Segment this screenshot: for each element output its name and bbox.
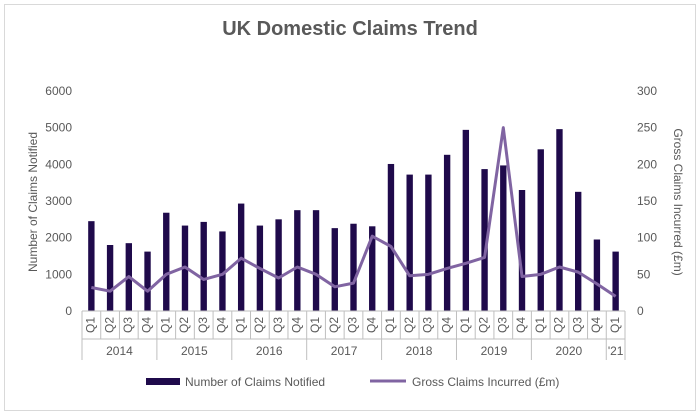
bar xyxy=(369,226,376,311)
y-right-tick-label: 100 xyxy=(637,231,657,245)
year-label: '21 xyxy=(608,344,624,358)
bar xyxy=(275,219,282,311)
x-tick-label: Q1 xyxy=(308,317,322,333)
x-tick-label: Q3 xyxy=(196,317,210,333)
bar xyxy=(425,174,432,311)
y-left-tick-label: 4000 xyxy=(45,157,72,171)
x-tick-label: Q4 xyxy=(215,317,229,333)
x-tick-label: Q1 xyxy=(458,317,472,333)
x-tick-label: Q4 xyxy=(589,317,603,333)
year-label: 2019 xyxy=(481,344,508,358)
bar xyxy=(462,129,470,311)
x-tick-label: Q1 xyxy=(533,317,547,333)
y-left-tick-label: 2000 xyxy=(45,231,72,245)
x-tick-label: Q1 xyxy=(233,317,247,333)
bar xyxy=(443,154,451,311)
x-tick-label: Q2 xyxy=(252,317,266,333)
axes xyxy=(81,310,626,360)
tick-labels: Q1 Q2 Q3 Q4 Q1 Q2 Q3 Q4 Q1 Q2 Q3 Q4 Q1 Q2 Q3 Q4 Q1 Q2 Q3 Q4… xyxy=(45,84,657,358)
x-tick-label: Q2 xyxy=(402,317,416,333)
y-left-tick-label: 3000 xyxy=(45,194,72,208)
y-right-tick-label: 200 xyxy=(637,157,657,171)
legend-swatch-bar xyxy=(146,378,180,385)
y-axis-left-title: Number of Claims Notified xyxy=(26,132,40,272)
bar-series xyxy=(88,129,619,311)
y-left-tick-label: 0 xyxy=(65,304,72,318)
x-tick-label: Q2 xyxy=(552,317,566,333)
x-tick-label: Q2 xyxy=(177,317,191,333)
bar xyxy=(556,129,563,311)
bar xyxy=(88,221,95,311)
bar xyxy=(481,169,488,311)
year-label: 2020 xyxy=(555,344,582,358)
bar xyxy=(406,174,413,311)
year-label: 2014 xyxy=(106,344,133,358)
bar xyxy=(593,239,601,311)
bar xyxy=(500,165,507,311)
x-tick-label: Q1 xyxy=(608,317,622,333)
bar xyxy=(200,221,207,311)
bar xyxy=(219,231,226,311)
x-tick-label: Q3 xyxy=(421,317,435,333)
bar xyxy=(294,210,301,311)
bar xyxy=(575,191,582,311)
year-label: 2015 xyxy=(181,344,208,358)
x-tick-label: Q1 xyxy=(84,317,98,333)
y-left-tick-label: 1000 xyxy=(45,267,72,281)
x-tick-label: Q3 xyxy=(271,317,285,333)
legend-label: Gross Claims Incurred (£m) xyxy=(412,375,559,389)
year-label: 2016 xyxy=(256,344,283,358)
legend: Number of Claims Notified Gross Claims In… xyxy=(146,375,559,389)
chart-title: UK Domestic Claims Trend xyxy=(222,18,478,40)
legend-label: Number of Claims Notified xyxy=(185,375,325,389)
x-tick-label: Q3 xyxy=(121,317,135,333)
y-right-tick-label: 250 xyxy=(637,121,657,135)
x-tick-label: Q2 xyxy=(477,317,491,333)
x-tick-label: Q4 xyxy=(364,317,378,333)
x-tick-label: Q2 xyxy=(102,317,116,333)
bar xyxy=(350,223,357,311)
y-right-tick-label: 300 xyxy=(637,84,657,98)
x-tick-label: Q4 xyxy=(439,317,453,333)
bar xyxy=(163,212,170,311)
bar xyxy=(144,251,151,311)
bar xyxy=(537,149,544,311)
y-right-tick-label: 150 xyxy=(637,194,657,208)
x-tick-label: Q4 xyxy=(290,317,304,333)
bar xyxy=(331,228,338,311)
x-tick-label: Q3 xyxy=(495,317,509,333)
y-left-tick-label: 5000 xyxy=(45,121,72,135)
x-tick-label: Q1 xyxy=(383,317,397,333)
line-path xyxy=(91,126,617,298)
y-left-tick-label: 6000 xyxy=(45,84,72,98)
bar xyxy=(518,190,526,311)
x-tick-label: Q2 xyxy=(327,317,341,333)
bar xyxy=(612,251,619,311)
x-tick-label: Q3 xyxy=(346,317,360,333)
x-tick-label: Q1 xyxy=(158,317,172,333)
x-tick-label: Q3 xyxy=(570,317,584,333)
x-tick-label: Q4 xyxy=(514,317,528,333)
x-tick-label: Q4 xyxy=(140,317,154,333)
bar xyxy=(106,245,114,311)
bar xyxy=(387,163,395,311)
bar xyxy=(312,210,320,311)
y-right-tick-label: 50 xyxy=(637,267,651,281)
year-label: 2017 xyxy=(331,344,358,358)
y-right-tick-label: 0 xyxy=(637,304,644,318)
year-label: 2018 xyxy=(406,344,433,358)
line-series xyxy=(91,126,617,298)
y-axis-right-title: Gross Claims Incurred (£m) xyxy=(671,128,685,275)
